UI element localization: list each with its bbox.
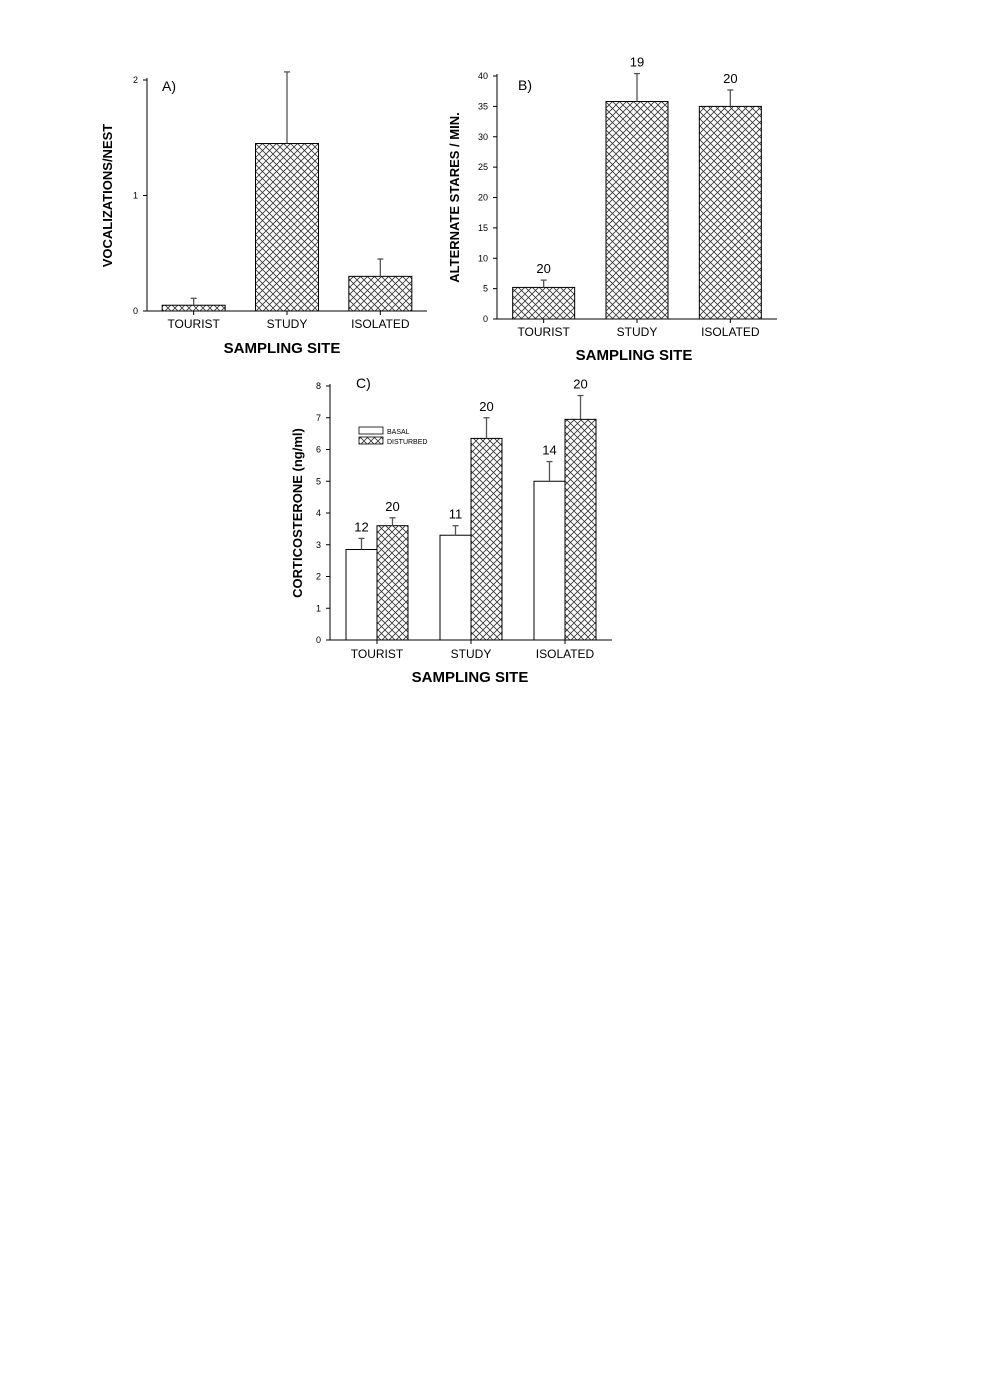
x-tick-label: TOURIST [517, 325, 570, 339]
y-axis-title: ALTERNATE STARES / MIN. [447, 112, 462, 282]
chart-panel-a: 0 1 2 TOURIST STUDY ISOLATED SAMPLING SITE VOCA… [100, 72, 427, 357]
y-tick-label: 1 [316, 603, 321, 613]
panel-label: A) [162, 78, 176, 94]
sample-size-label: 12 [354, 519, 368, 534]
y-tick-label: 0 [133, 306, 138, 316]
y-tick-label: 5 [483, 284, 488, 294]
x-tick-label: TOURIST [351, 647, 404, 661]
y-tick-label: 30 [478, 132, 488, 142]
bar [565, 419, 596, 640]
sample-size-label: 11 [449, 507, 463, 522]
y-tick-label: 35 [478, 101, 488, 111]
x-tick-label: ISOLATED [701, 325, 760, 339]
y-axis-title: CORTICOSTERONE (ng/ml) [290, 428, 305, 598]
y-tick-label: 4 [316, 508, 321, 518]
legend-label: DISTURBED [387, 439, 427, 446]
chart-panel-b: 0 5 10 15 20 25 30 35 40 TOURIST 20 STUDY 19 ISOLATED… [447, 55, 777, 364]
legend-swatch [359, 427, 383, 434]
x-axis-title: SAMPLING SITE [224, 340, 341, 357]
sample-size-label: 20 [479, 399, 493, 414]
x-axis-title: SAMPLING SITE [576, 347, 693, 364]
panel-label: C) [356, 375, 371, 391]
sample-size-label: 20 [723, 71, 737, 86]
sample-size-label: 14 [542, 443, 556, 458]
y-tick-label: 6 [316, 445, 321, 455]
bar [346, 550, 377, 640]
bar [513, 287, 575, 319]
y-tick-label: 0 [483, 314, 488, 324]
sample-size-label: 19 [630, 55, 644, 70]
chart-panel-c: 012345678TOURIST1220STUDY1120ISOLATED142… [290, 375, 612, 686]
bar [256, 144, 319, 311]
y-tick-label: 8 [316, 381, 321, 391]
y-tick-label: 1 [133, 191, 138, 201]
bar [349, 276, 412, 311]
y-tick-label: 0 [316, 635, 321, 645]
bar [534, 481, 565, 640]
sample-size-label: 20 [385, 499, 399, 514]
y-tick-label: 5 [316, 476, 321, 486]
panel-label: B) [518, 77, 532, 93]
bar [606, 102, 668, 319]
y-tick-label: 25 [478, 162, 488, 172]
sample-size-label: 20 [573, 377, 587, 392]
x-tick-label: STUDY [451, 647, 492, 661]
y-tick-label: 3 [316, 540, 321, 550]
y-tick-label: 20 [478, 193, 488, 203]
legend-label: BASAL [387, 429, 410, 436]
bar [471, 438, 502, 640]
x-tick-label: STUDY [267, 317, 308, 331]
bar [162, 305, 225, 311]
y-tick-label: 15 [478, 223, 488, 233]
bar [440, 535, 471, 640]
legend-swatch [359, 437, 383, 444]
x-axis-title: SAMPLING SITE [412, 669, 529, 686]
sample-size-label: 20 [536, 261, 550, 276]
y-tick-label: 7 [316, 413, 321, 423]
y-axis-title: VOCALIZATIONS/NEST [100, 124, 115, 268]
x-tick-label: STUDY [617, 325, 658, 339]
bar [377, 526, 408, 640]
y-tick-label: 2 [316, 572, 321, 582]
x-tick-label: ISOLATED [351, 317, 410, 331]
x-tick-label: ISOLATED [536, 647, 595, 661]
bar [699, 106, 761, 319]
y-tick-label: 10 [478, 253, 488, 263]
y-tick-label: 40 [478, 71, 488, 81]
y-tick-label: 2 [133, 75, 138, 85]
x-tick-label: TOURIST [167, 317, 220, 331]
